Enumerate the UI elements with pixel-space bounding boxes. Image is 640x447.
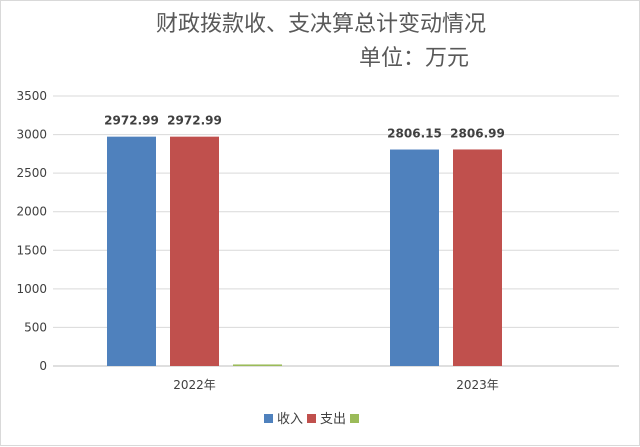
data-label: 2806.99 bbox=[450, 126, 505, 140]
chart-title: 财政拨款收、支决算总计变动情况 bbox=[156, 12, 486, 37]
data-label: 2806.15 bbox=[387, 127, 442, 141]
y-tick-label: 2500 bbox=[16, 166, 47, 180]
bar bbox=[390, 149, 439, 366]
y-tick-label: 3500 bbox=[16, 89, 47, 103]
legend-swatch bbox=[350, 414, 359, 423]
y-tick-label: 1500 bbox=[16, 243, 47, 257]
x-tick-label: 2022年 bbox=[173, 378, 216, 392]
y-tick-label: 2000 bbox=[16, 205, 47, 219]
legend-swatch bbox=[264, 414, 273, 423]
bar bbox=[170, 136, 219, 366]
bar bbox=[453, 149, 502, 366]
y-tick-label: 0 bbox=[39, 359, 47, 373]
data-label: 2972.99 bbox=[167, 114, 222, 128]
legend-label: 收入 bbox=[277, 412, 303, 427]
data-label: 2972.99 bbox=[104, 114, 159, 128]
bar bbox=[107, 136, 156, 366]
chart-subtitle: 单位：万元 bbox=[359, 46, 469, 71]
y-tick-label: 3000 bbox=[16, 128, 47, 142]
bar bbox=[233, 364, 282, 366]
y-tick-label: 500 bbox=[24, 320, 47, 334]
legend-label: 支出 bbox=[320, 412, 346, 427]
y-tick-label: 1000 bbox=[16, 282, 47, 296]
legend-swatch bbox=[307, 414, 316, 423]
x-tick-label: 2023年 bbox=[456, 378, 499, 392]
